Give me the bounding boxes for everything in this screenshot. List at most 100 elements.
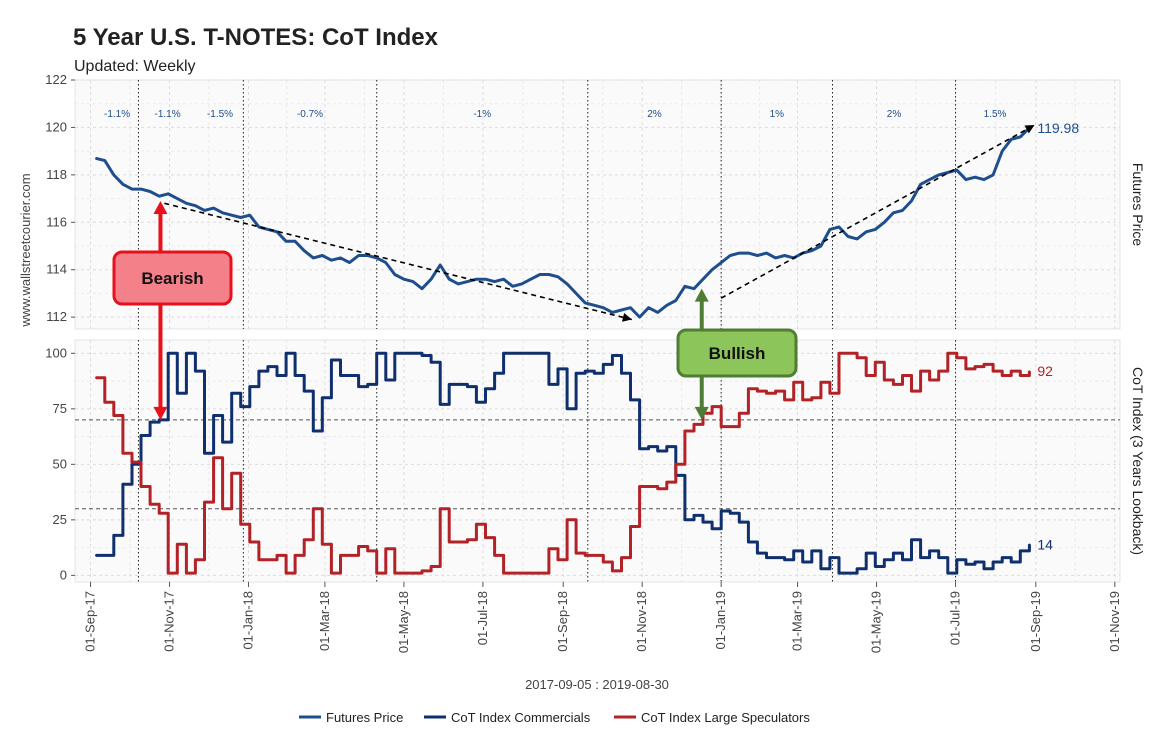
period-change-label: -1%: [473, 109, 491, 120]
x-tick-label: 01-Jul-18: [475, 591, 490, 645]
data-point: [466, 280, 469, 283]
data-point: [720, 261, 722, 264]
y-tick-label: 122: [45, 72, 67, 87]
data-point: [747, 541, 750, 543]
series-line: [95, 351, 1031, 575]
data-point: [665, 304, 668, 307]
data-point: [502, 278, 505, 281]
data-point: [448, 278, 451, 281]
bearish-arrow-head-down: [153, 406, 168, 420]
data-point: [584, 554, 586, 557]
x-tick-label: 01-Nov-18: [634, 591, 649, 652]
data-point: [158, 512, 160, 514]
y-tick-label: 25: [53, 512, 67, 527]
data-point: [502, 572, 505, 574]
data-point: [1019, 374, 1022, 377]
data-point: [1010, 561, 1013, 563]
series-cot-index-commercials: 14: [94, 351, 1053, 575]
panel-background: [74, 79, 1121, 330]
data-point: [620, 556, 623, 559]
data-point: [113, 534, 115, 537]
data-point: [530, 278, 532, 281]
data-point: [403, 278, 405, 281]
data-point: [357, 385, 360, 388]
period-change-label: -1.1%: [155, 109, 181, 120]
data-point: [1001, 150, 1003, 152]
data-point: [665, 445, 668, 448]
data-point: [856, 567, 858, 570]
period-change-label: 2%: [647, 109, 662, 120]
data-point: [965, 178, 967, 181]
chart-subtitle: Updated: Weekly: [74, 58, 196, 75]
period-change-label: -1.5%: [207, 109, 233, 120]
data-point: [747, 388, 750, 390]
data-point: [756, 552, 759, 554]
end-value-label: 119.98: [1037, 120, 1079, 136]
x-tick-label: 01-Mar-19: [790, 591, 805, 651]
y-tick-label: 112: [46, 309, 67, 324]
data-point: [140, 485, 142, 488]
data-point: [475, 278, 478, 281]
data-point: [1001, 374, 1003, 377]
data-point: [303, 390, 306, 392]
legend-label: Futures Price: [326, 710, 403, 725]
data-point: [983, 178, 985, 181]
data-point: [684, 430, 686, 432]
data-point: [738, 412, 741, 415]
data-point: [457, 541, 460, 543]
data-point: [475, 523, 478, 526]
data-point: [412, 572, 414, 574]
data-point: [919, 370, 922, 372]
data-point: [992, 561, 994, 563]
data-point: [765, 556, 768, 559]
data-point: [466, 385, 469, 388]
data-point: [946, 171, 949, 174]
data-point: [901, 374, 904, 377]
data-point: [1019, 136, 1022, 138]
data-point: [720, 425, 722, 428]
data-point: [883, 221, 886, 224]
data-point: [366, 383, 369, 386]
data-point: [756, 254, 759, 257]
data-point: [539, 352, 541, 355]
data-point: [865, 230, 867, 233]
data-point: [820, 381, 822, 383]
data-point: [321, 396, 324, 399]
data-point: [874, 361, 877, 364]
data-point: [792, 381, 795, 383]
data-point: [684, 285, 686, 288]
data-point: [974, 365, 976, 368]
data-point: [901, 558, 904, 561]
data-point: [348, 261, 351, 264]
data-point: [285, 352, 287, 355]
data-point: [838, 352, 840, 355]
data-point: [194, 370, 197, 372]
data-point: [294, 240, 296, 243]
data-point: [783, 254, 786, 257]
data-point: [122, 452, 124, 455]
data-point: [484, 278, 487, 281]
data-point: [1028, 370, 1031, 372]
x-tick-label: 01-Mar-18: [317, 591, 332, 651]
series-line: [95, 126, 1031, 319]
data-point: [602, 363, 605, 366]
data-point: [756, 390, 759, 392]
data-point: [149, 421, 151, 423]
data-point: [584, 302, 586, 304]
data-point: [811, 550, 813, 552]
x-tick-label: 01-May-19: [869, 591, 884, 653]
data-point: [656, 311, 659, 314]
data-point: [693, 423, 695, 426]
data-point: [212, 414, 215, 417]
data-point: [493, 280, 496, 283]
data-point: [1010, 138, 1013, 141]
data-point: [221, 441, 224, 443]
data-point: [366, 254, 369, 257]
data-point: [113, 174, 115, 176]
data-point: [103, 401, 106, 403]
data-point: [421, 354, 423, 357]
data-point: [620, 309, 623, 311]
data-point: [303, 539, 306, 541]
data-point: [430, 565, 432, 568]
